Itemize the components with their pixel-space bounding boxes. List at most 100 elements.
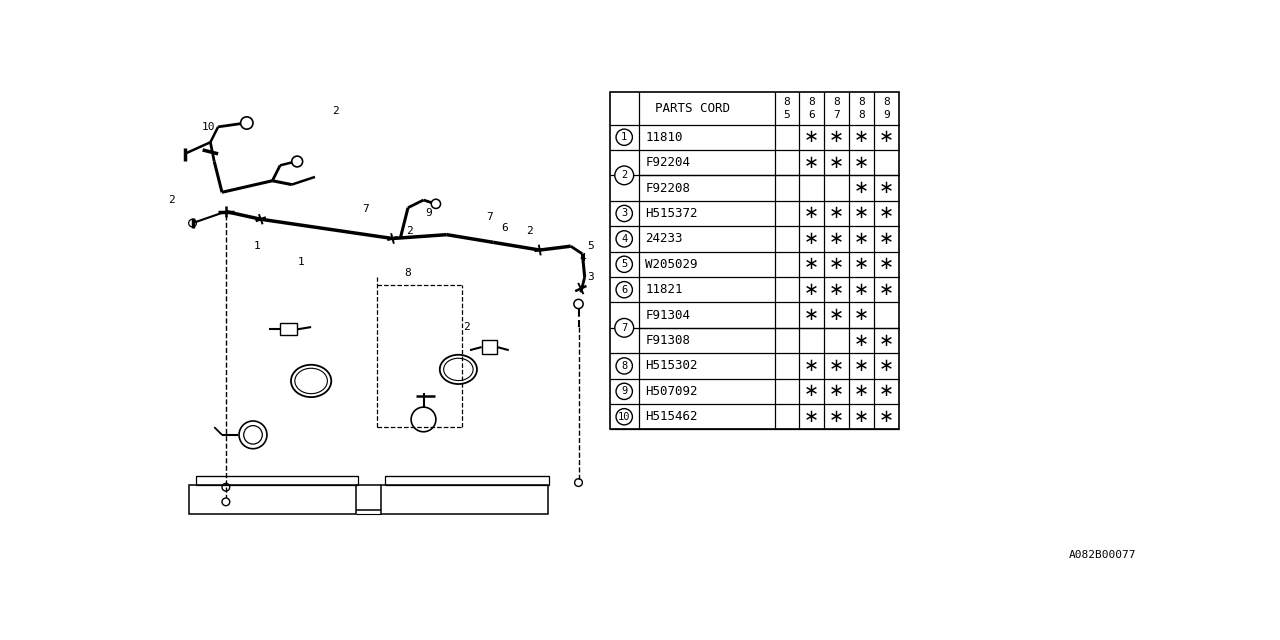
Text: 7: 7	[362, 204, 369, 214]
Text: 10: 10	[201, 122, 215, 132]
Circle shape	[616, 129, 632, 145]
Circle shape	[292, 156, 302, 167]
Circle shape	[616, 383, 632, 399]
Text: ∗: ∗	[854, 204, 869, 223]
Circle shape	[616, 256, 632, 273]
Text: 2: 2	[526, 226, 532, 236]
Text: ∗: ∗	[804, 382, 819, 401]
Text: ∗: ∗	[829, 154, 844, 172]
Text: ∗: ∗	[829, 281, 844, 299]
Text: 3: 3	[621, 209, 627, 218]
Text: ∗: ∗	[854, 255, 869, 273]
Text: 11810: 11810	[645, 131, 682, 144]
Text: F91304: F91304	[645, 308, 690, 322]
Text: ∗: ∗	[878, 382, 893, 401]
Text: ∗: ∗	[829, 230, 844, 248]
Text: ∗: ∗	[878, 128, 893, 147]
Text: ∗: ∗	[878, 357, 893, 375]
Text: 8: 8	[783, 97, 790, 107]
Circle shape	[616, 282, 632, 298]
Text: 9: 9	[425, 208, 433, 218]
Text: ∗: ∗	[878, 408, 893, 426]
Bar	[280, 323, 297, 335]
Text: 1: 1	[253, 241, 260, 251]
Bar	[196, 476, 358, 485]
Text: ∗: ∗	[804, 230, 819, 248]
Circle shape	[241, 117, 253, 129]
Text: ∗: ∗	[878, 255, 893, 273]
Bar	[609, 92, 899, 429]
Text: 8: 8	[883, 97, 890, 107]
Text: 1: 1	[621, 132, 627, 142]
Text: 8: 8	[404, 268, 411, 278]
Bar	[189, 485, 356, 514]
Text: H507092: H507092	[645, 385, 698, 398]
Text: ∗: ∗	[829, 255, 844, 273]
Text: 5: 5	[621, 259, 627, 269]
Text: ∗: ∗	[829, 357, 844, 375]
Text: ∗: ∗	[804, 255, 819, 273]
Text: 8: 8	[621, 361, 627, 371]
Text: ∗: ∗	[804, 357, 819, 375]
Bar	[381, 485, 548, 514]
Text: ∗: ∗	[878, 204, 893, 223]
Text: ∗: ∗	[854, 382, 869, 401]
Text: ∗: ∗	[804, 281, 819, 299]
Text: ∗: ∗	[854, 179, 869, 197]
Text: 3: 3	[586, 272, 594, 282]
Bar	[385, 476, 549, 485]
Text: 7: 7	[486, 212, 493, 222]
Text: ∗: ∗	[854, 408, 869, 426]
Circle shape	[431, 199, 440, 209]
Text: H515372: H515372	[645, 207, 698, 220]
Text: ∗: ∗	[829, 204, 844, 223]
Text: ∗: ∗	[854, 128, 869, 147]
Text: ∗: ∗	[878, 179, 893, 197]
Text: ∗: ∗	[854, 332, 869, 349]
Text: ∗: ∗	[854, 357, 869, 375]
Text: 5: 5	[586, 241, 594, 251]
Text: 2: 2	[333, 106, 339, 116]
Text: 9: 9	[621, 387, 627, 396]
Text: 1: 1	[298, 257, 305, 267]
Text: 6: 6	[809, 111, 815, 120]
Text: ∗: ∗	[878, 332, 893, 349]
Circle shape	[616, 231, 632, 247]
Text: 5: 5	[783, 111, 790, 120]
Text: ∗: ∗	[804, 204, 819, 223]
Text: H515302: H515302	[645, 360, 698, 372]
Text: 24233: 24233	[645, 232, 682, 245]
Text: ∗: ∗	[829, 382, 844, 401]
Text: 7: 7	[621, 323, 627, 333]
Text: 2: 2	[463, 322, 470, 332]
Text: 4: 4	[621, 234, 627, 244]
Text: 4: 4	[579, 253, 586, 263]
Text: ∗: ∗	[829, 306, 844, 324]
Text: 2: 2	[406, 226, 413, 236]
Circle shape	[616, 408, 632, 425]
Text: 8: 8	[858, 97, 865, 107]
Text: ∗: ∗	[804, 154, 819, 172]
Text: ∗: ∗	[804, 408, 819, 426]
Circle shape	[614, 166, 634, 185]
Circle shape	[616, 205, 632, 221]
Text: 11821: 11821	[645, 284, 682, 296]
Circle shape	[221, 498, 229, 506]
Text: 9: 9	[883, 111, 890, 120]
Text: ∗: ∗	[854, 281, 869, 299]
Text: ∗: ∗	[829, 128, 844, 147]
Text: ∗: ∗	[804, 306, 819, 324]
Text: F91308: F91308	[645, 334, 690, 347]
Text: 8: 8	[858, 111, 865, 120]
Text: ∗: ∗	[854, 230, 869, 248]
Text: PARTS CORD: PARTS CORD	[654, 102, 730, 115]
Text: F92204: F92204	[645, 156, 690, 169]
Text: ∗: ∗	[878, 281, 893, 299]
Circle shape	[616, 358, 632, 374]
Text: ∗: ∗	[878, 230, 893, 248]
Text: 7: 7	[833, 111, 840, 120]
Text: 8: 8	[809, 97, 815, 107]
Text: A082B00077: A082B00077	[1069, 550, 1137, 561]
Text: H515462: H515462	[645, 410, 698, 423]
Text: ∗: ∗	[804, 128, 819, 147]
